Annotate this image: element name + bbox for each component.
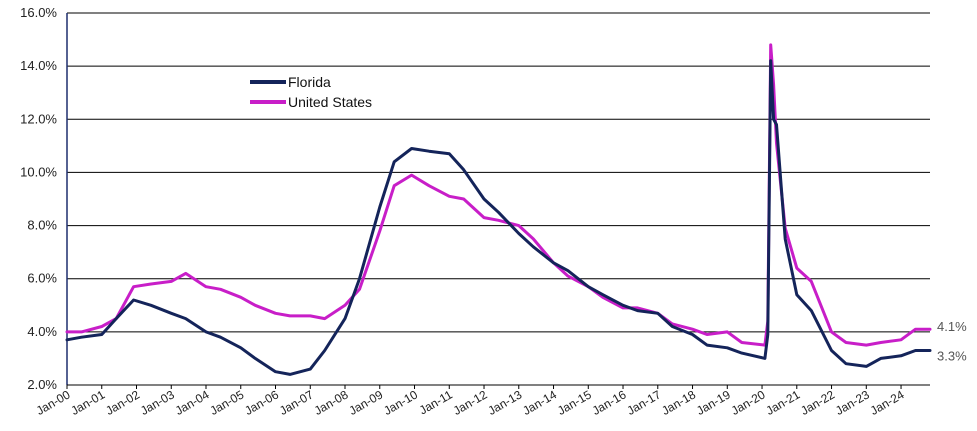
x-tick-label: Jan-08: [312, 387, 351, 418]
x-tick-label: Jan-11: [417, 387, 455, 417]
y-tick-label: 12.0%: [20, 111, 57, 126]
end-value-labels: 3.3% 4.1%: [937, 319, 967, 363]
x-tick-label: Jan-14: [520, 387, 559, 418]
x-tick-label: Jan-16: [590, 387, 629, 418]
x-tick-label: Jan-01: [68, 387, 107, 418]
x-tick-label: Jan-06: [242, 387, 281, 418]
y-tick-label: 4.0%: [27, 324, 57, 339]
x-tick-label: Jan-10: [381, 387, 420, 418]
series-line-florida: [65, 59, 932, 376]
x-tick-label: Jan-20: [729, 387, 768, 418]
axes: [66, 13, 930, 389]
legend-label-united-states: United States: [288, 94, 372, 110]
x-tick-label: Jan-13: [485, 387, 524, 418]
x-tick-label: Jan-18: [659, 387, 698, 418]
legend: Florida United States: [250, 74, 372, 110]
x-tick-label: Jan-15: [555, 387, 594, 418]
series-lines: [65, 43, 932, 376]
x-tick-label: Jan-24: [868, 387, 907, 418]
y-tick-label: 14.0%: [20, 58, 57, 73]
y-tick-label: 16.0%: [20, 5, 57, 20]
end-label-united-states: 4.1%: [937, 319, 967, 334]
x-tick-label: Jan-02: [103, 387, 142, 418]
x-tick-label: Jan-23: [833, 387, 872, 418]
x-tick-label: Jan-03: [138, 387, 177, 418]
y-axis-tick-labels: 2.0% 4.0% 6.0% 8.0% 10.0% 12.0% 14.0% 16.0%: [20, 5, 57, 392]
x-tick-label: Jan-17: [624, 387, 663, 418]
x-tick-label: Jan-12: [451, 387, 490, 418]
y-tick-label: 2.0%: [27, 377, 57, 392]
x-tick-label: Jan-21: [763, 387, 802, 418]
gridlines: [67, 12, 930, 386]
y-tick-label: 10.0%: [20, 164, 57, 179]
x-tick-label: Jan-04: [173, 387, 212, 418]
x-tick-label: Jan-09: [346, 387, 385, 418]
legend-label-florida: Florida: [288, 74, 331, 90]
end-label-florida: 3.3%: [937, 348, 967, 363]
x-tick-label: Jan-19: [694, 387, 733, 418]
x-tick-label: Jan-05: [207, 387, 246, 418]
x-tick-label: Jan-07: [277, 387, 316, 418]
x-axis-tick-labels: Jan-00Jan-01Jan-02Jan-03Jan-04Jan-05Jan-…: [34, 387, 907, 418]
y-tick-label: 8.0%: [27, 218, 57, 233]
x-tick-label: Jan-22: [798, 387, 837, 418]
y-tick-label: 6.0%: [27, 271, 57, 286]
